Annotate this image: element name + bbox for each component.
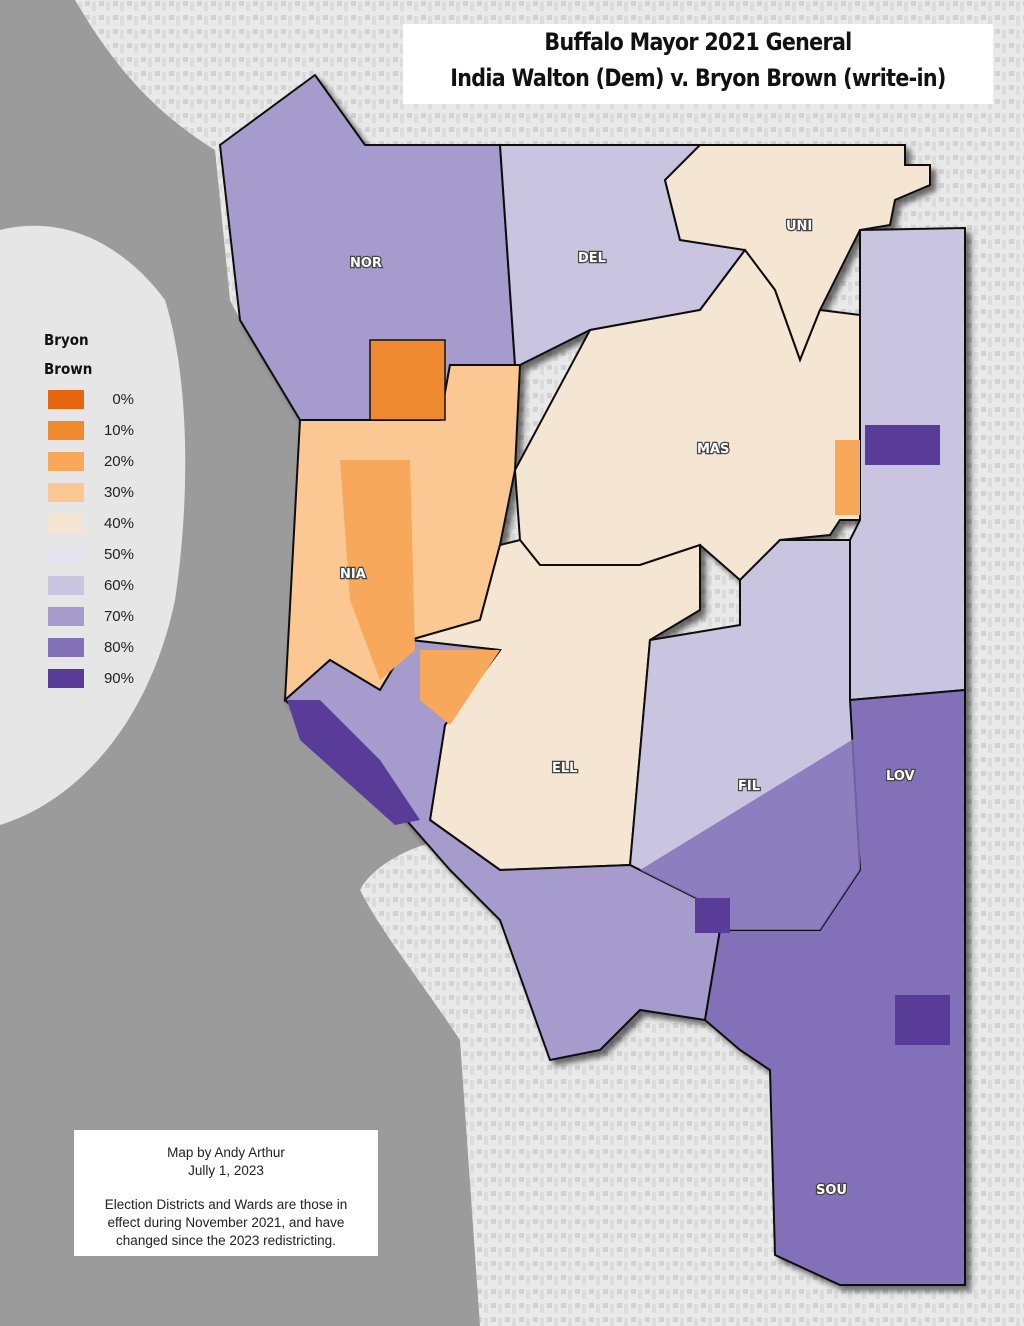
legend-swatch <box>48 390 84 409</box>
legend-swatch <box>48 545 84 564</box>
legend-label: 60% <box>103 577 134 594</box>
dark-district-waterfront <box>287 700 420 825</box>
map-title: Buffalo Mayor 2021 General India Walton … <box>403 24 993 104</box>
credit-note-1: Election Districts and Wards are those i… <box>104 1197 348 1212</box>
legend-label: 30% <box>103 484 134 501</box>
legend-entry: 90% <box>44 663 144 694</box>
ward-label-lov: LOV <box>886 769 915 784</box>
credit-date: Jully 1, 2023 <box>188 1163 264 1178</box>
legend-swatch <box>48 514 84 533</box>
legend-entry: 40% <box>44 508 144 539</box>
ward-label-nor: NOR <box>350 256 382 271</box>
legend-entry: 60% <box>44 570 144 601</box>
legend-swatch <box>48 607 84 626</box>
legend-swatch <box>48 452 84 471</box>
ward-label-sou: SOU <box>816 1183 847 1198</box>
title-line-1: Buffalo Mayor 2021 General <box>544 28 852 56</box>
legend-swatch <box>48 483 84 502</box>
legend-label: 50% <box>103 546 134 563</box>
orange-district-nor <box>369 339 446 421</box>
orange-district-mas <box>835 440 860 515</box>
purple-band-fil <box>640 735 860 930</box>
dark-district-sou <box>895 995 950 1045</box>
legend: Bryon Brown 0% 10% 20% 30% 40% 50% 60% 70% 80% 90… <box>44 326 144 694</box>
legend-swatch <box>48 576 84 595</box>
credit-note-3: changed since the 2023 redistricting. <box>116 1233 336 1248</box>
legend-title-line-1: Bryon <box>44 331 89 349</box>
credit-note-2: effect during November 2021, and have <box>107 1215 345 1230</box>
orange-district-nia <box>340 460 415 680</box>
legend-label: 80% <box>103 639 134 656</box>
legend-swatch <box>48 669 84 688</box>
dark-district-mas <box>865 425 940 465</box>
legend-entry: 20% <box>44 446 144 477</box>
legend-entry: 30% <box>44 477 144 508</box>
legend-label: 70% <box>103 608 134 625</box>
ward-polygons <box>218 73 966 1286</box>
ward-mas <box>513 248 861 582</box>
title-line-2: India Walton (Dem) v. Bryon Brown (write… <box>450 64 946 92</box>
orange-district-ell <box>420 650 500 725</box>
legend-label: 90% <box>103 670 134 687</box>
legend-entry: 0% <box>44 384 144 415</box>
grand-island <box>0 225 186 826</box>
legend-swatch <box>48 421 84 440</box>
legend-swatch <box>48 638 84 657</box>
ward-label-mas: MAS <box>697 442 729 457</box>
legend-label: 40% <box>103 515 134 532</box>
ward-label-uni: UNI <box>786 219 812 234</box>
ward-label-fil: FIL <box>738 779 760 794</box>
ward-label-ell: ELL <box>552 761 577 776</box>
ward-labels: NOR DEL UNI MAS NIA ELL FIL LOV SOU <box>339 218 916 1200</box>
credit-author: Map by Andy Arthur <box>167 1145 285 1160</box>
legend-entry: 80% <box>44 632 144 663</box>
legend-label: 10% <box>103 422 134 439</box>
legend-entry: 50% <box>44 539 144 570</box>
ward-label-del: DEL <box>578 251 606 266</box>
legend-entry: 70% <box>44 601 144 632</box>
legend-entry: 10% <box>44 415 144 446</box>
legend-label: 0% <box>112 391 134 408</box>
ward-label-nia: NIA <box>340 567 366 582</box>
credit-box: Map by Andy Arthur Jully 1, 2023 Electio… <box>74 1130 378 1256</box>
legend-label: 20% <box>103 453 134 470</box>
legend-title-line-2: Brown <box>44 360 93 378</box>
dark-district-fil <box>695 898 730 933</box>
